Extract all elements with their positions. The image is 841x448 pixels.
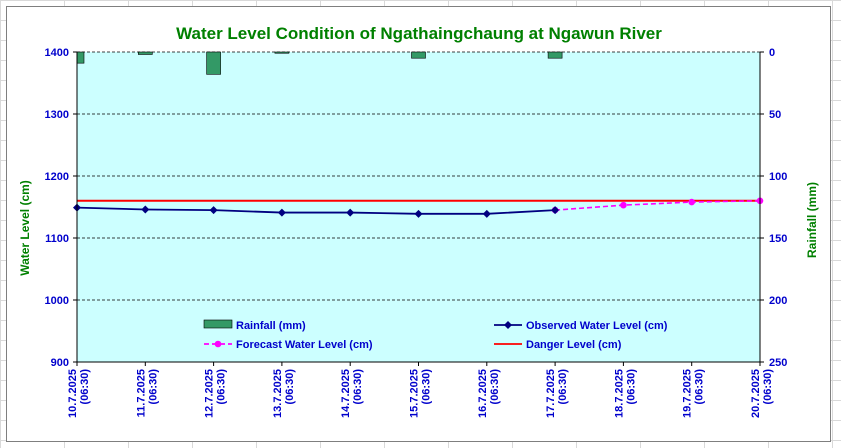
rainfall-bar [547, 51, 563, 59]
axes [73, 51, 764, 366]
y2-tick-label: 250 [769, 357, 787, 369]
x-tick-label: 18.7.2025 [613, 369, 625, 418]
forecast-point [620, 201, 627, 209]
legend-label: Danger Level (cm) [526, 339, 622, 351]
observed-point [141, 205, 150, 214]
x-tick-label: 10.7.2025 [67, 369, 79, 418]
x-tick-label: 20.7.2025 [750, 369, 762, 418]
legend-label: Rainfall (mm) [236, 320, 306, 332]
x-tick-label: 11.7.2025 [135, 369, 147, 417]
x-tick-label: 15.7.2025 [409, 369, 421, 418]
observed-point [277, 208, 286, 217]
rainfall-bar [206, 51, 221, 75]
legend: Rainfall (mm) Observed Water Level (cm) Fo… [203, 319, 668, 351]
x-tick-label: (06:30) [284, 369, 296, 405]
plot-area [77, 52, 760, 362]
forecast-line [555, 200, 761, 211]
y2-tick-label: 100 [769, 171, 787, 183]
x-tick-label: 19.7.2025 [682, 369, 694, 418]
y-tick-label: 1000 [45, 295, 69, 307]
legend-swatch-rainfall [203, 319, 233, 329]
legend-label: Forecast Water Level (cm) [236, 339, 373, 351]
rainfall-bar [76, 51, 85, 64]
x-tick-label: (06:30) [79, 369, 91, 405]
observed-point [551, 206, 560, 215]
observed-line [76, 206, 556, 215]
x-tick-label: (06:30) [625, 369, 637, 405]
y-tick-label: 1200 [45, 171, 69, 183]
y2-tick-label: 200 [769, 295, 787, 307]
rainfall-bar [411, 51, 426, 59]
x-tick-label: (06:30) [557, 369, 569, 405]
x-tick-label: (06:30) [421, 369, 433, 405]
x-tick-label: (06:30) [694, 369, 706, 405]
chart-title: Water Level Condition of Ngathaingchaung… [176, 24, 662, 43]
x-tick-label: (06:30) [216, 369, 228, 405]
y-axis-label: Water Level (cm) [18, 180, 32, 276]
forecast-point [688, 198, 695, 206]
rainfall-bar [274, 51, 290, 54]
observed-point [346, 208, 355, 217]
y-tick-label: 1100 [45, 233, 69, 245]
x-tick-label: 12.7.2025 [204, 369, 216, 418]
x-tick-label: (06:30) [489, 369, 501, 405]
y-tick-label: 1400 [45, 47, 69, 59]
observed-point [209, 206, 218, 215]
y2-tick-label: 50 [769, 109, 781, 121]
x-tick-label: (06:30) [352, 369, 364, 405]
legend-marker [214, 340, 222, 348]
tick-labels: 900 1000 1100 1200 1300 1400 0 50 100 150 200 250 10… [45, 47, 788, 418]
x-tick-label: 14.7.2025 [340, 369, 352, 418]
y2-tick-label: 0 [769, 47, 775, 59]
rainfall-bars [76, 51, 563, 75]
observed-point [482, 209, 491, 218]
x-tick-label: 17.7.2025 [545, 369, 557, 418]
legend-marker [504, 321, 512, 329]
y-tick-label: 900 [51, 357, 69, 369]
y2-axis-label: Rainfall (mm) [805, 182, 819, 258]
water-level-lines [73, 197, 764, 218]
x-tick-label: 13.7.2025 [272, 369, 284, 418]
legend-label: Observed Water Level (cm) [526, 320, 668, 332]
y2-tick-label: 150 [769, 233, 787, 245]
x-tick-label: (06:30) [147, 369, 159, 405]
x-tick-label: 16.7.2025 [477, 369, 489, 418]
y-tick-label: 1300 [45, 109, 69, 121]
x-tick-label: (06:30) [762, 369, 774, 405]
observed-point [414, 209, 423, 218]
rainfall-bar [138, 51, 153, 55]
